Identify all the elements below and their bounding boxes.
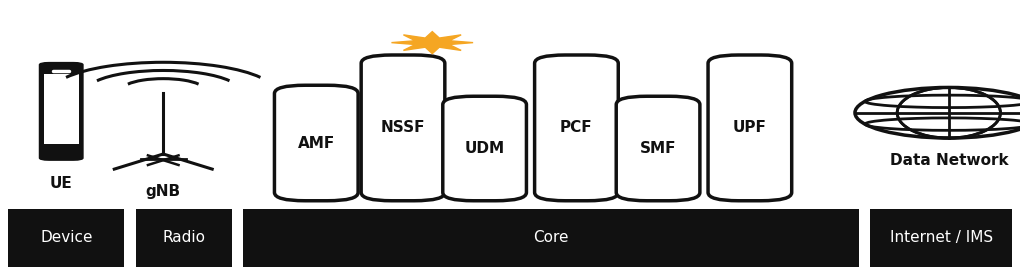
Text: gNB: gNB: [145, 184, 181, 199]
Text: SMF: SMF: [640, 141, 676, 156]
FancyBboxPatch shape: [8, 209, 125, 267]
Text: Core: Core: [534, 230, 568, 245]
FancyBboxPatch shape: [870, 209, 1012, 267]
FancyBboxPatch shape: [708, 55, 792, 201]
Text: UDM: UDM: [465, 141, 505, 156]
FancyBboxPatch shape: [136, 209, 231, 267]
FancyBboxPatch shape: [616, 96, 699, 201]
FancyBboxPatch shape: [442, 96, 526, 201]
FancyBboxPatch shape: [274, 85, 358, 201]
Text: PCF: PCF: [560, 120, 593, 135]
Text: Device: Device: [40, 230, 92, 245]
Text: NSSF: NSSF: [381, 120, 425, 135]
Text: Radio: Radio: [162, 230, 205, 245]
Text: UE: UE: [50, 176, 73, 191]
Text: Data Network: Data Network: [890, 153, 1009, 168]
Polygon shape: [391, 32, 473, 54]
FancyBboxPatch shape: [39, 62, 84, 161]
FancyBboxPatch shape: [361, 55, 444, 201]
FancyBboxPatch shape: [243, 209, 859, 267]
FancyBboxPatch shape: [44, 74, 79, 144]
Text: UPF: UPF: [733, 120, 767, 135]
Text: AMF: AMF: [298, 136, 335, 150]
Text: Internet / IMS: Internet / IMS: [890, 230, 992, 245]
FancyBboxPatch shape: [535, 55, 618, 201]
